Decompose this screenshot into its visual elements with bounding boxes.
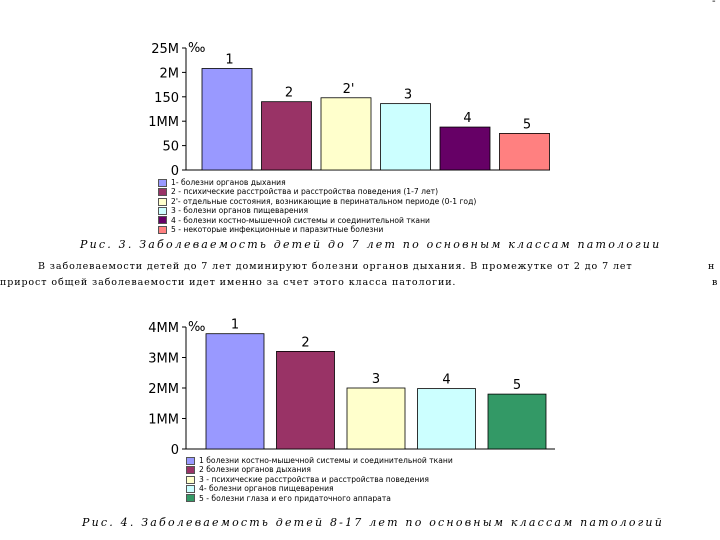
bar-label-4: 4 [463, 111, 471, 126]
legend-swatch [158, 188, 167, 197]
legend-figure-4: 1 болезни костно-мышечной системы и соед… [186, 456, 453, 503]
paragraph-line-2-end: в [712, 277, 719, 288]
legend-swatch [158, 216, 167, 225]
y-axis-unit-label: ‰ [188, 41, 205, 56]
legend-label: 3 - болезни органов пищеварения [171, 206, 309, 216]
legend-swatch [186, 494, 195, 503]
paragraph-line-2: прирост общей заболеваемости идет именно… [0, 277, 457, 288]
y-tick-label: 4ММ [148, 321, 179, 336]
bar-label-1: 1 [225, 52, 233, 67]
legend-label: 5 - некоторые инфекционные и паразитные … [171, 225, 384, 235]
y-tick-label: 0 [171, 443, 179, 458]
legend-item: 2'- отдельные состояния, возникающие в п… [158, 197, 476, 206]
bar-label-5: 5 [523, 117, 531, 132]
bar-label-2': 2' [343, 82, 355, 97]
legend-label: 3 - психические расстройства и расстройс… [199, 474, 429, 484]
legend-item: 5 - болезни глаза и его придаточного апп… [186, 494, 453, 503]
y-tick-label: 50 [162, 140, 179, 155]
legend-swatch [186, 475, 195, 484]
y-tick-label: 0 [171, 164, 179, 179]
bar-3 [346, 387, 406, 450]
legend-figure-3: 1- болезни органов дыхания 2 - психически… [158, 178, 476, 234]
y-tick-label: 150 [154, 91, 179, 106]
chart-figure-4: ‰ 0 1ММ 2ММ 3ММ 4ММ 1 2 3 4 5 [148, 318, 555, 458]
legend-label: 1 болезни костно-мышечной системы и соед… [199, 456, 453, 465]
y-tick-label: 2М [160, 66, 180, 81]
legend-item: 4 - болезни костно-мышечной системы и со… [158, 216, 476, 225]
legend-item: 1- болезни органов дыхания [158, 178, 476, 187]
paragraph-line-1: В заболеваемости детей до 7 лет доминиру… [38, 261, 633, 272]
legend-label: 4- болезни органов пищеварения [199, 484, 334, 494]
bar-label-2: 2 [301, 335, 309, 350]
bar-4 [417, 388, 476, 450]
bar-5 [487, 393, 547, 450]
bar-3 [380, 103, 431, 171]
bar-2' [320, 97, 372, 171]
legend-swatch [158, 178, 167, 187]
bar-2 [261, 101, 312, 171]
paragraph-line-1-end: н [708, 261, 716, 272]
chart-figure-3: ‰ 0 50 1ММ 150 2М 25М 1 2 2' 3 4 5 [148, 41, 550, 179]
legend-swatch [186, 456, 195, 465]
legend-label: 4 - болезни костно-мышечной системы и со… [171, 215, 430, 225]
legend-item: 5 - некоторые инфекционные и паразитные … [158, 225, 476, 234]
legend-swatch [158, 197, 167, 206]
legend-label: 1- болезни органов дыхания [171, 178, 286, 187]
legend-label: 5 - болезни глаза и его придаточного апп… [199, 493, 391, 503]
bar-label-5: 5 [513, 378, 521, 393]
corner-mark: - [712, 0, 716, 7]
legend-item: 1 болезни костно-мышечной системы и соед… [186, 456, 453, 465]
bar-5 [499, 133, 550, 171]
y-tick-label: 2ММ [148, 382, 179, 397]
legend-label: 2'- отдельные состояния, возникающие в п… [171, 196, 477, 206]
y-tick-label: 1ММ [148, 413, 179, 428]
legend-item: 3 - болезни органов пищеварения [158, 206, 476, 215]
bar-4 [439, 126, 491, 171]
legend-swatch [186, 466, 195, 475]
caption-figure-3: Рис. 3. Заболеваемость детей до 7 лет по… [80, 238, 662, 251]
legend-item: 4- болезни органов пищеварения [186, 484, 453, 493]
caption-figure-4: Рис. 4. Заболеваемость детей 8-17 лет по… [82, 516, 664, 529]
legend-item: 2 болезни органов дыхания [186, 465, 453, 474]
legend-item: 2 - психические расстройства и расстройс… [158, 187, 476, 196]
legend-label: 2 болезни органов дыхания [199, 465, 311, 475]
bar-label-2: 2 [285, 86, 293, 101]
bar-1 [201, 68, 253, 171]
legend-swatch [158, 225, 167, 234]
legend-item: 3 - психические расстройства и расстройс… [186, 475, 453, 484]
y-tick-label: 3ММ [148, 352, 179, 367]
bar-label-3: 3 [404, 88, 412, 103]
bar-2 [276, 351, 335, 450]
bar-label-1: 1 [231, 318, 239, 333]
y-tick-label: 1ММ [148, 115, 179, 130]
legend-label: 2 - психические расстройства и расстройс… [171, 187, 439, 197]
bar-label-4: 4 [442, 373, 450, 388]
y-axis-unit-label: ‰ [188, 320, 205, 335]
bar-label-3: 3 [372, 372, 380, 387]
legend-swatch [158, 206, 167, 215]
y-tick-label: 25М [151, 42, 179, 57]
bar-1 [205, 333, 265, 450]
legend-swatch [186, 484, 195, 493]
